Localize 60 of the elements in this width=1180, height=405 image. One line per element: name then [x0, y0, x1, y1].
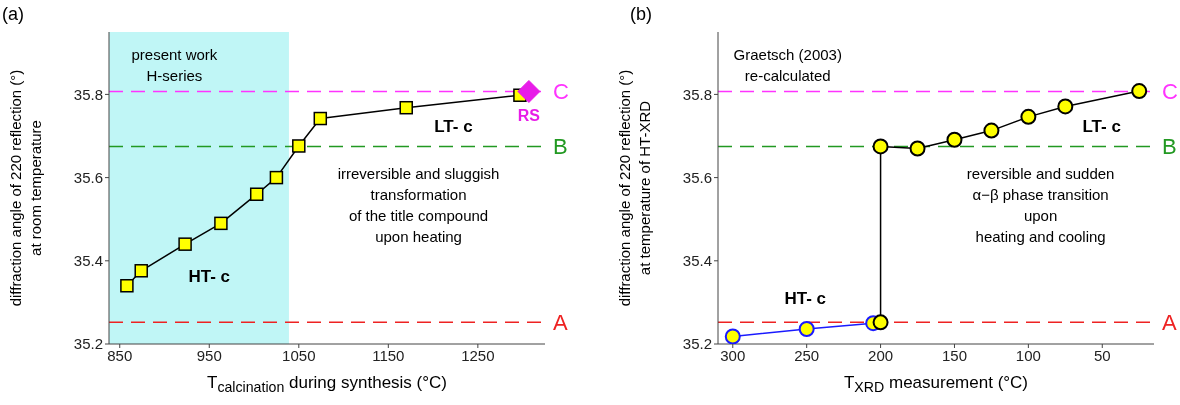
y-tick-label: 35.6: [73, 168, 103, 186]
y-axis-title: diffraction angle of 220 reflection (°) at room temperature: [6, 68, 45, 309]
x-tick-label: 200: [868, 346, 894, 364]
x-tick-label: 150: [941, 346, 967, 364]
x-tick-label: 300: [720, 346, 746, 364]
annotation: HT- c: [188, 266, 231, 287]
annotation: Graetsch (2003) re-calculated: [733, 45, 842, 87]
point: [1131, 83, 1148, 100]
x-axis-title: T$_{calcination}$ during synthesis (°C): [206, 373, 448, 396]
point: [983, 122, 1000, 139]
annotation: HT- c: [784, 287, 826, 309]
x-tick-label: 250: [794, 346, 820, 364]
point: [313, 111, 328, 126]
y-tick-label: 35.8: [682, 85, 712, 103]
annotation: present work H-series: [131, 45, 218, 87]
ref-line-label: A: [553, 310, 568, 336]
point: [1057, 98, 1074, 115]
x-tick-label: 1150: [372, 346, 405, 364]
point: [399, 100, 413, 115]
y-tick-label: 35.2: [73, 335, 103, 353]
annotation: LT- c: [434, 116, 473, 138]
point: [178, 237, 192, 251]
point: [120, 279, 134, 293]
point: [872, 138, 889, 155]
y-tick-label: 35.2: [682, 335, 712, 353]
x-tick-label: 1050: [282, 346, 316, 364]
annotation: irreversible and sluggish transformation of the title compound upon heating: [337, 164, 500, 248]
point: [1020, 108, 1037, 125]
point: [134, 264, 148, 278]
annotation: LT- c: [1082, 116, 1121, 138]
point: [214, 216, 228, 231]
annotation: reversible and sudden α−β phase transition upon heating and cooling: [966, 164, 1115, 248]
point: [292, 139, 306, 153]
x-tick-label: 100: [1015, 346, 1041, 364]
point: [724, 328, 741, 344]
y-tick-label: 35.4: [73, 252, 103, 270]
chart-title: (b): [630, 4, 652, 25]
y-tick-label: 35.6: [682, 168, 712, 186]
ref-line-label: B: [1162, 134, 1177, 160]
x-tick-label: 50: [1093, 346, 1111, 364]
point: [517, 79, 541, 103]
x-axis-title: T$_{XRD}$ measurement (°C): [842, 373, 1030, 396]
x-tick-label: 950: [196, 346, 222, 364]
x-tick-label: 1250: [461, 346, 495, 364]
y-tick-label: 35.8: [73, 85, 103, 103]
ref-line-label: A: [1162, 310, 1177, 336]
point: [798, 321, 815, 338]
point: [249, 187, 264, 201]
ref-line-label: C: [553, 79, 569, 105]
chart-title: (a): [2, 4, 24, 25]
point: [909, 140, 926, 157]
y-axis-title: diffraction angle of 220 reflection (°) at temperature of HT-XRD: [615, 68, 654, 309]
point: [872, 314, 889, 331]
point: [269, 170, 284, 185]
ref-line-label: C: [1162, 79, 1178, 105]
series-label: RS: [517, 107, 541, 125]
x-tick-label: 850: [107, 346, 133, 364]
y-tick-label: 35.4: [682, 252, 712, 270]
point: [946, 131, 963, 148]
ref-line-label: B: [553, 134, 568, 160]
